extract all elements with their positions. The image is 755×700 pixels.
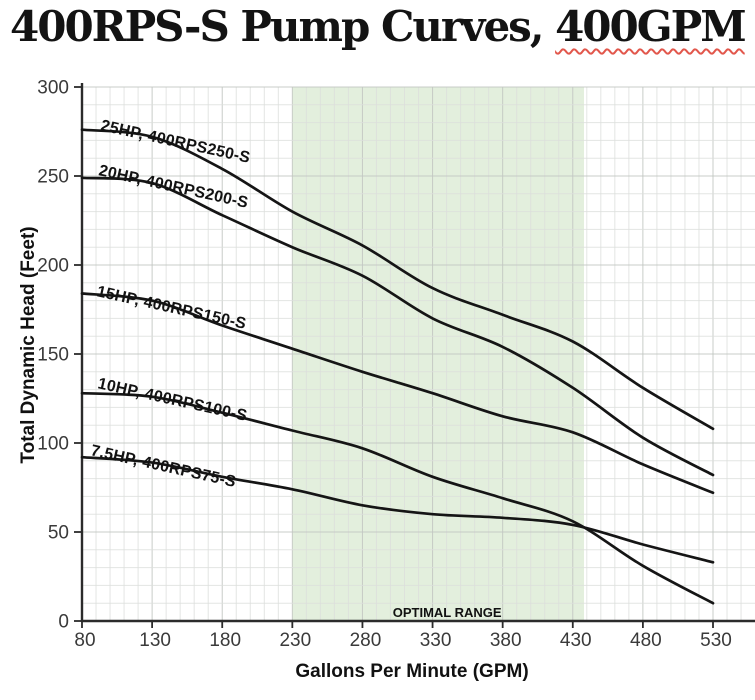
x-tick-label: 130 xyxy=(139,630,171,651)
y-tick-label: 200 xyxy=(37,256,69,277)
pump-curve xyxy=(80,176,715,477)
y-tick-label: 150 xyxy=(37,345,69,366)
x-tick-label: 430 xyxy=(560,630,592,651)
optimal-range-label: OPTIMAL RANGE xyxy=(393,605,502,620)
y-tick-label: 300 xyxy=(37,78,69,99)
pump-curve xyxy=(80,128,715,431)
x-tick-label: 80 xyxy=(74,630,95,651)
page-title: 400RPS-S Pump Curves, 400GPM xyxy=(10,2,747,51)
x-tick-label: 230 xyxy=(279,630,311,651)
pump-curve xyxy=(80,292,715,495)
pump-curves-chart: 0 50 100 150 200 250 300 80 130 180 230 280 330 380 43… xyxy=(0,70,755,700)
x-tick-label: 380 xyxy=(490,630,522,651)
chart-area: 0 50 100 150 200 250 300 80 130 180 230 280 330 380 43… xyxy=(0,70,755,700)
title-main-text: 400RPS-S Pump Curves, xyxy=(10,2,556,51)
x-tick-label: 480 xyxy=(630,630,662,651)
x-tick-label: 330 xyxy=(420,630,452,651)
y-tick-label: 50 xyxy=(48,523,69,544)
x-tick-label: 530 xyxy=(700,630,732,651)
y-tick-label: 100 xyxy=(37,434,69,455)
y-axis-title: Total Dynamic Head (Feet) xyxy=(18,226,39,463)
pump-curve xyxy=(80,455,715,564)
y-tick-label: 250 xyxy=(37,167,69,188)
pump-curve xyxy=(80,391,715,605)
x-axis-title: Gallons Per Minute (GPM) xyxy=(295,661,528,682)
title-flow-value: 400GPM xyxy=(555,2,747,51)
x-tick-label: 280 xyxy=(350,630,382,651)
y-tick-label: 0 xyxy=(58,612,69,633)
grid xyxy=(81,86,755,622)
x-tick-label: 180 xyxy=(209,630,241,651)
